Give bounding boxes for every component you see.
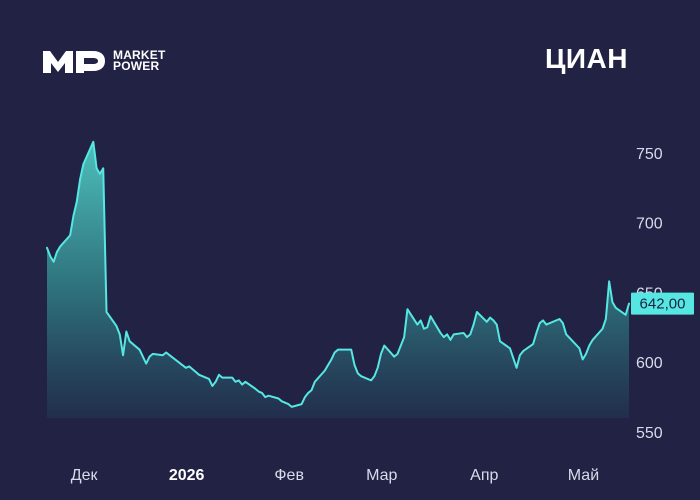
- last-price-label: 642,00: [640, 296, 686, 313]
- x-tick-Фев: Фев: [274, 467, 304, 484]
- y-tick-550: 550: [636, 425, 663, 442]
- line-layer: [46, 140, 630, 408]
- y-tick-700: 700: [636, 216, 663, 233]
- brand: MARKET POWER: [43, 48, 166, 74]
- price-line: [46, 140, 630, 408]
- page-title: ЦИАН: [544, 43, 628, 74]
- area-layer: [47, 141, 629, 419]
- price-area: [47, 141, 629, 419]
- x-tick-2026: 2026: [169, 467, 205, 484]
- badge-layer: 642,00: [631, 292, 694, 315]
- y-tick-600: 600: [636, 355, 663, 372]
- last-price-badge: 642,00: [631, 292, 694, 315]
- axis-layer: 550600650700750Дек2026ФевМарАпрМай: [71, 146, 663, 484]
- x-tick-Дек: Дек: [71, 467, 99, 484]
- brand-line-1: MARKET: [113, 48, 166, 62]
- x-tick-Мар: Мар: [366, 467, 397, 484]
- x-tick-Май: Май: [568, 467, 599, 484]
- x-tick-Апр: Апр: [470, 467, 498, 484]
- y-tick-750: 750: [636, 146, 663, 163]
- brand-line-2: POWER: [113, 59, 160, 73]
- last-price-badge-bg: [631, 292, 694, 315]
- mp-logo: [43, 51, 105, 73]
- brand-name: MARKET POWER: [113, 48, 166, 73]
